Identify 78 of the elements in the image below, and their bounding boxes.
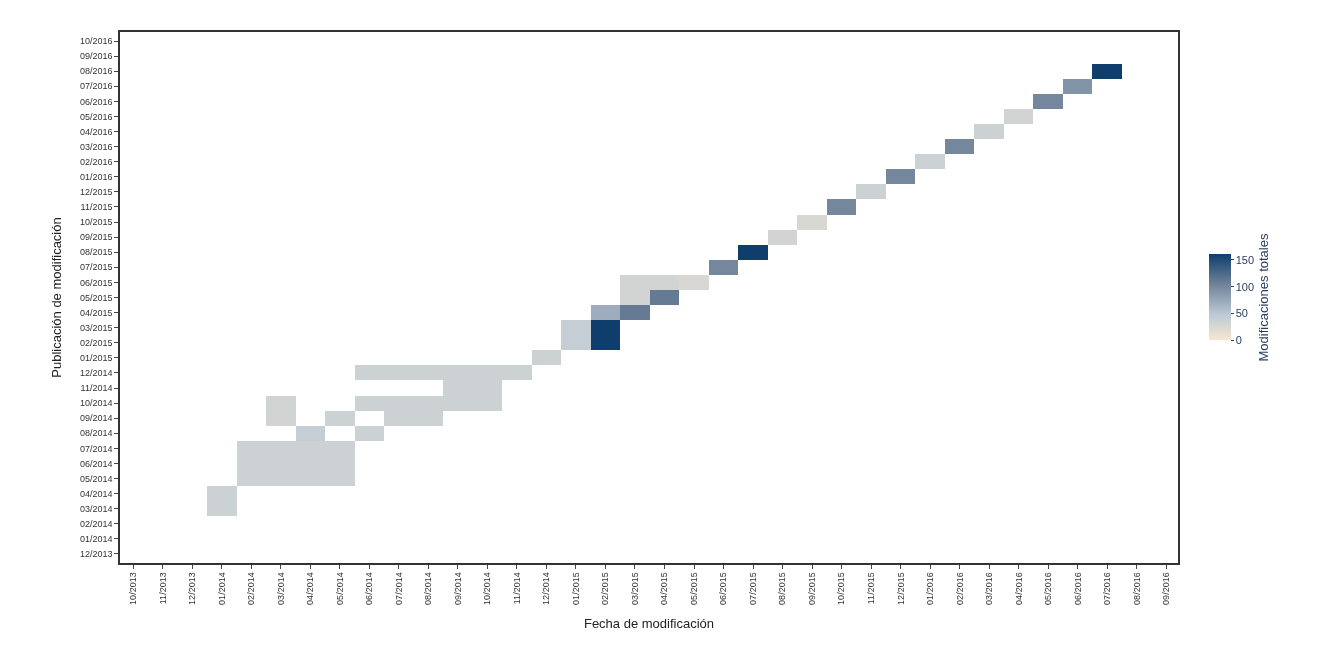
y-tick-label: 12/2015 xyxy=(79,187,113,198)
y-tick-label: 02/2014 xyxy=(79,518,113,529)
x-tick-label: 11/2013 xyxy=(157,572,168,605)
color-bar-label: 0 xyxy=(1235,334,1242,347)
x-tick-label: 02/2015 xyxy=(600,572,611,605)
y-tick-label: 09/2014 xyxy=(79,413,113,424)
y-tick-label: 12/2014 xyxy=(79,368,113,379)
y-tick-label: 02/2016 xyxy=(79,156,113,167)
y-tick-label: 11/2014 xyxy=(80,383,113,394)
x-tick-label: 02/2014 xyxy=(246,572,257,605)
y-tick-label: 02/2015 xyxy=(79,337,113,348)
x-tick-label: 11/2014 xyxy=(511,572,522,605)
y-tick-label: 01/2015 xyxy=(79,352,113,363)
x-tick-label: 03/2016 xyxy=(984,572,995,605)
y-tick-label: 07/2016 xyxy=(79,81,113,92)
y-axis-title: Publicación de modificación xyxy=(49,217,65,378)
y-tick-label: 10/2014 xyxy=(79,398,113,409)
x-tick-label: 09/2016 xyxy=(1161,572,1172,605)
y-tick-label: 10/2015 xyxy=(79,217,113,228)
y-tick-label: 08/2016 xyxy=(79,66,113,77)
x-tick-label: 08/2016 xyxy=(1131,572,1142,605)
y-tick-label: 04/2016 xyxy=(79,126,113,137)
x-tick-label: 04/2014 xyxy=(305,572,316,605)
y-tick-label: 01/2016 xyxy=(79,171,113,182)
x-tick-label: 06/2015 xyxy=(718,572,729,605)
x-tick-label: 01/2015 xyxy=(570,572,581,605)
x-tick-label: 12/2015 xyxy=(895,572,906,605)
y-tick-label: 03/2014 xyxy=(79,503,113,514)
x-tick-label: 04/2016 xyxy=(1013,572,1024,605)
y-tick-label: 06/2015 xyxy=(79,277,113,288)
x-tick-label: 01/2016 xyxy=(925,572,936,605)
y-tick-label: 07/2015 xyxy=(79,262,113,273)
x-tick-label: 07/2014 xyxy=(393,572,404,605)
x-tick-label: 09/2015 xyxy=(806,572,817,605)
x-tick-label: 12/2013 xyxy=(187,572,198,605)
x-tick-label: 03/2015 xyxy=(629,572,640,605)
y-tick-label: 09/2015 xyxy=(79,232,113,243)
x-tick-label: 06/2014 xyxy=(364,572,375,605)
y-tick-label: 01/2014 xyxy=(79,534,113,545)
y-tick-label: 04/2015 xyxy=(79,307,113,318)
x-tick-label: 08/2014 xyxy=(423,572,434,605)
x-tick-label: 08/2015 xyxy=(777,572,788,605)
color-bar-label: 100 xyxy=(1235,280,1255,293)
x-tick-label: 05/2015 xyxy=(688,572,699,605)
y-tick-label: 10/2016 xyxy=(79,36,113,47)
y-tick-label: 03/2016 xyxy=(79,141,113,152)
x-tick-label: 06/2016 xyxy=(1072,572,1083,605)
color-bar-label: 50 xyxy=(1235,307,1248,320)
y-tick-label: 08/2014 xyxy=(79,428,113,439)
y-tick-label: 05/2014 xyxy=(79,473,113,484)
x-tick-label: 10/2015 xyxy=(836,572,847,605)
x-tick-label: 10/2013 xyxy=(128,572,139,605)
x-tick-label: 11/2015 xyxy=(866,572,877,605)
x-tick-label: 05/2014 xyxy=(334,572,345,605)
x-tick-label: 09/2014 xyxy=(452,572,463,605)
color-bar-label: 150 xyxy=(1235,253,1255,266)
x-tick-label: 07/2016 xyxy=(1102,572,1113,605)
y-tick-label: 11/2015 xyxy=(80,202,113,213)
y-tick-label: 04/2014 xyxy=(79,488,113,499)
y-tick-label: 07/2014 xyxy=(79,443,113,454)
y-tick-label: 06/2016 xyxy=(79,96,113,107)
x-tick-label: 07/2015 xyxy=(747,572,758,605)
x-tick-label: 02/2016 xyxy=(954,572,965,605)
y-tick-label: 03/2015 xyxy=(79,322,113,333)
x-tick-label: 12/2014 xyxy=(541,572,552,605)
x-tick-label: 05/2016 xyxy=(1043,572,1054,605)
y-tick-label: 08/2015 xyxy=(79,247,113,258)
x-tick-label: 10/2014 xyxy=(482,572,493,605)
y-tick-label: 09/2016 xyxy=(79,51,113,62)
y-tick-label: 12/2013 xyxy=(79,549,113,560)
x-tick-label: 01/2014 xyxy=(216,572,227,605)
y-tick-label: 05/2016 xyxy=(79,111,113,122)
y-tick-label: 05/2015 xyxy=(79,292,113,303)
x-tick-label: 04/2015 xyxy=(659,572,670,605)
x-tick-label: 03/2014 xyxy=(275,572,286,605)
x-axis-title: Fecha de modificación xyxy=(583,616,715,631)
color-bar-title: Modificaciones totales xyxy=(1256,233,1272,362)
y-tick-label: 06/2014 xyxy=(79,458,113,469)
